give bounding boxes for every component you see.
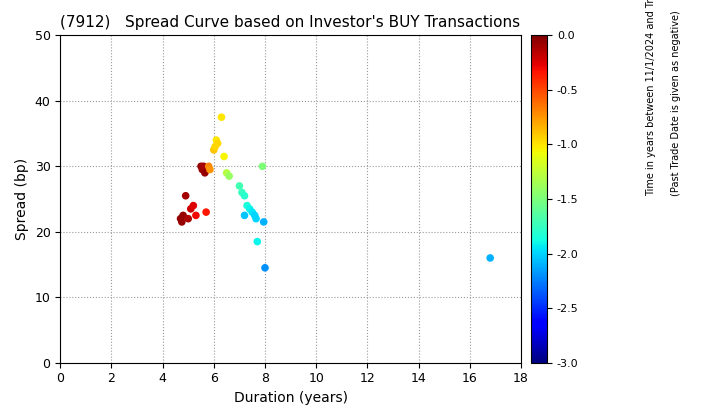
Point (234, 183, 246, 189)
Point (216, 114, 228, 121)
Point (241, 202, 253, 209)
Point (204, 166, 216, 173)
Y-axis label: Spread (bp): Spread (bp) (15, 158, 29, 240)
Point (259, 265, 271, 271)
Text: Time in years between 11/1/2024 and Trade Date: Time in years between 11/1/2024 and Trad… (646, 0, 656, 196)
Point (210, 143, 221, 150)
Point (182, 215, 194, 222)
Point (200, 209, 212, 215)
Point (236, 189, 248, 196)
Point (239, 212, 251, 219)
Point (190, 212, 202, 219)
Point (197, 166, 208, 173)
Point (211, 137, 222, 144)
Point (246, 209, 258, 215)
Point (195, 163, 207, 170)
Point (180, 192, 192, 199)
Point (258, 218, 269, 225)
Point (218, 153, 230, 160)
Point (175, 215, 186, 222)
Point (239, 192, 251, 199)
Point (221, 170, 233, 176)
Point (256, 163, 268, 170)
Point (223, 173, 235, 179)
Point (176, 218, 188, 225)
Point (244, 205, 256, 212)
Point (198, 163, 210, 170)
X-axis label: Duration (years): Duration (years) (233, 391, 348, 405)
Point (212, 140, 223, 147)
Point (203, 163, 215, 170)
Point (199, 170, 211, 176)
Text: (Past Trade Date is given as negative): (Past Trade Date is given as negative) (671, 10, 681, 196)
Point (251, 215, 262, 222)
Text: (7912)   Spread Curve based on Investor's BUY Transactions: (7912) Spread Curve based on Investor's … (60, 15, 521, 30)
Point (188, 202, 199, 209)
Point (185, 205, 197, 212)
Point (177, 212, 189, 219)
Point (208, 147, 220, 153)
Point (251, 238, 263, 245)
Point (249, 212, 261, 219)
Point (485, 255, 496, 261)
